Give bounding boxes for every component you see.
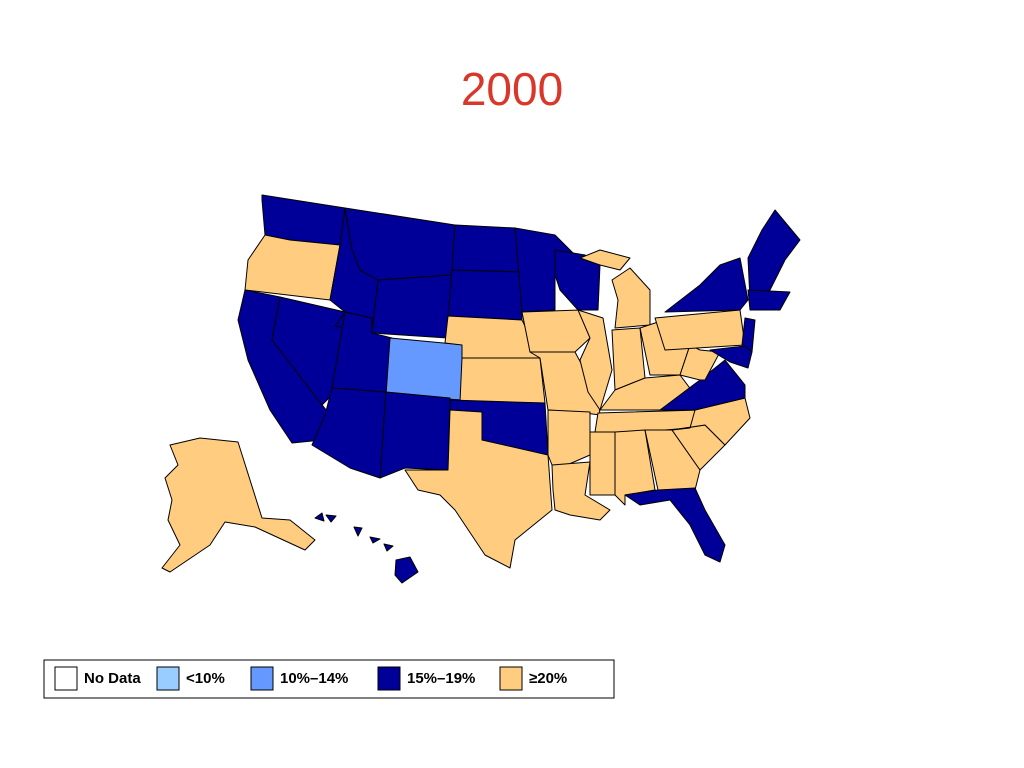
state — [385, 337, 466, 401]
state — [659, 359, 746, 411]
legend: No Data <10% 10%–14% 15%–19% ≥20% — [54, 666, 567, 691]
us-map — [161, 194, 801, 584]
state — [589, 431, 616, 496]
state — [451, 224, 521, 273]
state — [314, 512, 325, 522]
state — [654, 309, 746, 351]
state — [371, 274, 453, 339]
state — [709, 345, 753, 369]
state — [547, 409, 591, 469]
state — [551, 461, 611, 521]
legend-label: No Data — [84, 670, 141, 687]
state — [664, 257, 749, 313]
legend-label: <10% — [186, 670, 225, 687]
state — [644, 429, 701, 491]
state — [554, 249, 601, 311]
state — [325, 514, 337, 523]
state — [577, 309, 613, 411]
state — [459, 357, 546, 404]
state — [579, 249, 631, 271]
state — [404, 409, 553, 569]
state — [379, 391, 451, 479]
map-title: 2000 — [461, 63, 563, 115]
legend-label: 10%–14% — [280, 670, 348, 687]
legend-swatch — [250, 666, 274, 691]
state — [611, 267, 651, 329]
legend-label: 15%–19% — [407, 670, 475, 687]
state — [244, 234, 341, 301]
state — [161, 437, 316, 573]
state — [521, 309, 591, 353]
state — [271, 296, 346, 406]
state — [344, 207, 456, 281]
state — [447, 269, 523, 321]
state — [394, 556, 419, 584]
legend-swatch — [54, 666, 78, 691]
state — [353, 526, 363, 537]
state — [747, 289, 791, 311]
state — [624, 487, 726, 563]
legend-swatch — [156, 666, 180, 691]
state — [383, 543, 394, 552]
legend-swatch — [499, 666, 523, 691]
legend-label: ≥20% — [529, 670, 567, 687]
state — [747, 209, 801, 301]
legend-swatch — [377, 666, 401, 691]
state — [369, 536, 381, 544]
